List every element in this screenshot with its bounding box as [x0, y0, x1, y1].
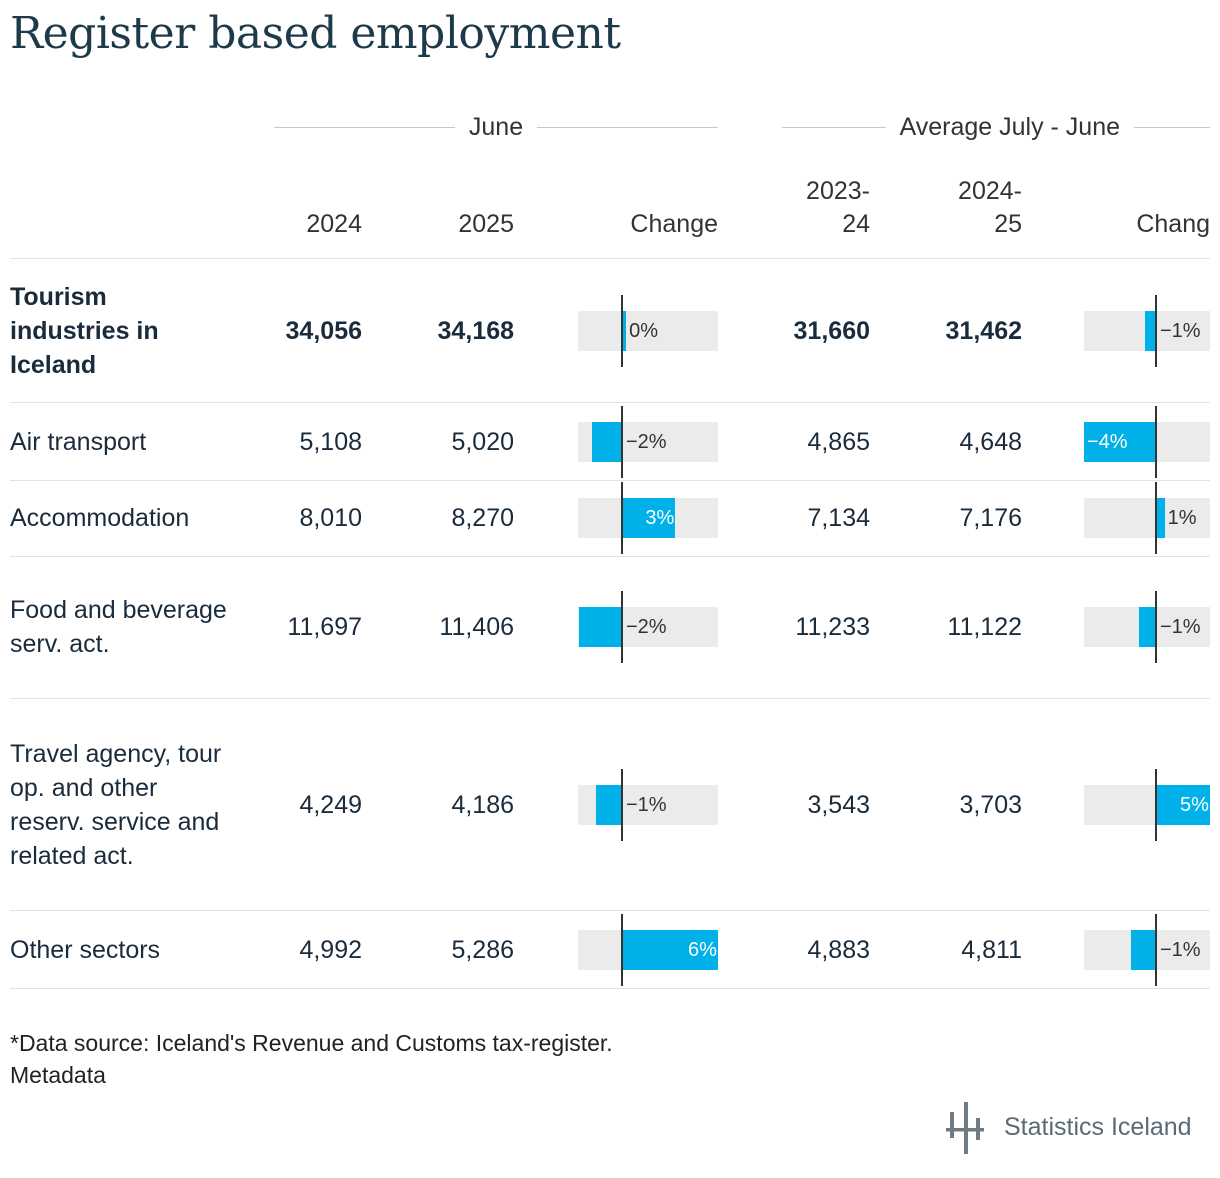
value-avg-2023-24: 7,134 [807, 503, 870, 532]
june-change-label: −1% [626, 794, 667, 816]
value-june-2025: 5,286 [451, 935, 514, 964]
value-avg-2024-25: 4,811 [961, 935, 1022, 964]
row-divider [10, 402, 1210, 403]
column-header-2024: 2024 [306, 210, 362, 238]
value-june-2025: 5,020 [451, 427, 514, 456]
avg-change-cell: −1% [1084, 556, 1210, 698]
brand-logo: Statistics Iceland [944, 1100, 1192, 1154]
source-note: *Data source: Iceland's Revenue and Cust… [10, 1030, 613, 1056]
value-avg-2024-25: 11,122 [947, 612, 1022, 641]
june-zero-axis [621, 482, 623, 554]
june-bar [595, 785, 621, 825]
avg-bar [1139, 607, 1155, 647]
group-header-june: June [274, 112, 718, 142]
value-avg-2023-24: 4,865 [807, 427, 870, 456]
value-avg-2024-25: 7,176 [959, 503, 1022, 532]
row-divider [10, 556, 1210, 557]
row-divider [10, 988, 1210, 989]
june-change-label: 6% [688, 939, 717, 961]
avg-change-cell: −1% [1084, 912, 1210, 988]
avg-bar [1155, 498, 1165, 538]
june-bar-background [578, 311, 718, 351]
column-header-change-june: Change [630, 210, 718, 238]
june-change-label: −2% [626, 431, 667, 453]
june-bar [621, 930, 718, 970]
row-label: Air transport [10, 428, 147, 456]
header-divider [10, 258, 1210, 259]
avg-change-cell: 5% [1084, 700, 1210, 910]
row-label: Other sectors [10, 936, 161, 964]
value-june-2024: 11,697 [287, 612, 362, 641]
column-header-2025: 2025 [458, 210, 514, 238]
metadata-link[interactable]: Metadata [10, 1062, 106, 1088]
value-avg-2023-24: 4,883 [807, 935, 870, 964]
june-zero-axis [621, 295, 623, 367]
june-bar [592, 422, 621, 462]
column-header-avg-2024-25: 2024- 25 [958, 177, 1022, 238]
brand-name: Statistics Iceland [1004, 1112, 1192, 1141]
avg-zero-axis [1155, 914, 1157, 986]
june-change-label: 0% [629, 320, 658, 342]
avg-change-label: 1% [1167, 507, 1197, 529]
avg-change-cell: −4% [1084, 404, 1210, 480]
row-divider [10, 480, 1210, 481]
value-june-2024: 34,056 [285, 316, 362, 345]
value-avg-2023-24: 31,660 [793, 316, 870, 345]
june-zero-axis [621, 769, 623, 841]
june-zero-axis [621, 406, 623, 478]
avg-change-label: −4% [1087, 431, 1128, 453]
avg-change-cell: 1% [1084, 480, 1210, 556]
row-label: Accommodation [10, 504, 190, 532]
value-avg-2024-25: 4,648 [959, 427, 1022, 456]
value-june-2025: 11,406 [439, 612, 514, 641]
avg-zero-axis [1155, 591, 1157, 663]
june-bar [621, 498, 676, 538]
avg-zero-axis [1155, 295, 1157, 367]
avg-bar [1145, 311, 1155, 351]
value-june-2025: 34,168 [437, 316, 514, 345]
avg-bar [1131, 930, 1155, 970]
avg-zero-axis [1155, 482, 1157, 554]
avg-zero-axis [1155, 406, 1157, 478]
row-divider [10, 698, 1210, 699]
avg-change-label: −1% [1160, 320, 1201, 342]
value-avg-2023-24: 3,543 [807, 790, 870, 819]
statistics-iceland-logo-icon [946, 1102, 984, 1154]
chart-title: Register based employment [10, 8, 621, 59]
value-june-2024: 8,010 [299, 503, 362, 532]
avg-change-label: −1% [1160, 616, 1201, 638]
value-june-2025: 8,270 [451, 503, 514, 532]
june-zero-axis [621, 914, 623, 986]
value-avg-2024-25: 31,462 [945, 316, 1022, 345]
column-header-change-avg: Chang [1136, 210, 1210, 238]
group-header-average: Average July - June [782, 112, 1210, 142]
value-avg-2024-25: 3,703 [959, 790, 1022, 819]
row-label: Travel agency, tour op. and other reserv… [10, 740, 222, 870]
june-bar [621, 311, 627, 351]
june-zero-axis [621, 591, 623, 663]
row-label: Tourism industries in Iceland [10, 283, 159, 379]
value-june-2025: 4,186 [451, 790, 514, 819]
june-bar [578, 607, 621, 647]
avg-zero-axis [1155, 769, 1157, 841]
column-header-avg-2023-24: 2023- 24 [806, 177, 870, 238]
row-label: Food and beverage serv. act. [10, 596, 227, 658]
row-divider [10, 910, 1210, 911]
value-june-2024: 4,992 [299, 935, 362, 964]
june-change-label: 3% [645, 507, 675, 529]
value-june-2024: 5,108 [299, 427, 362, 456]
avg-change-label: −1% [1160, 939, 1201, 961]
avg-bar [1084, 422, 1155, 462]
avg-bar-background [1084, 498, 1210, 538]
june-change-label: −2% [626, 616, 667, 638]
avg-change-label: 5% [1180, 794, 1209, 816]
value-avg-2023-24: 11,233 [795, 612, 870, 641]
value-june-2024: 4,249 [299, 790, 362, 819]
avg-change-cell: −1% [1084, 260, 1210, 402]
avg-bar [1155, 785, 1210, 825]
